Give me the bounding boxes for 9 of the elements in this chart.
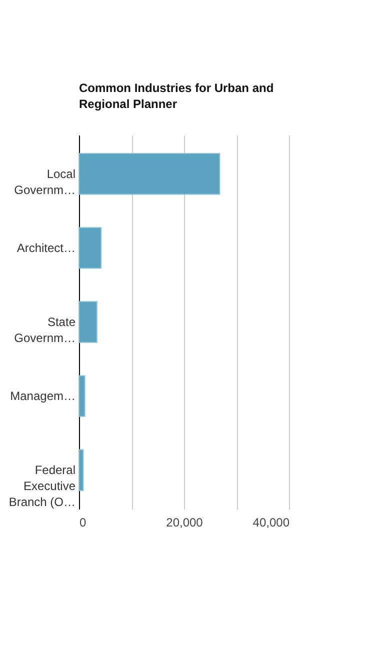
y-tick-label: Managem…: [10, 389, 76, 404]
y-tick-label: Architect…: [16, 240, 76, 255]
chart-title: Common Industries for Urban and Regional Planner: [79, 81, 274, 111]
y-tick-label: Local Governm…: [14, 166, 76, 197]
x-tick-label: 40,000: [252, 516, 290, 530]
x-tick-label: 20,000: [166, 516, 204, 530]
x-tick-label: 0: [80, 516, 86, 530]
y-tick-label: State Governm…: [14, 315, 76, 345]
y-tick-label: Federal Executive Branch (O…: [8, 463, 76, 510]
